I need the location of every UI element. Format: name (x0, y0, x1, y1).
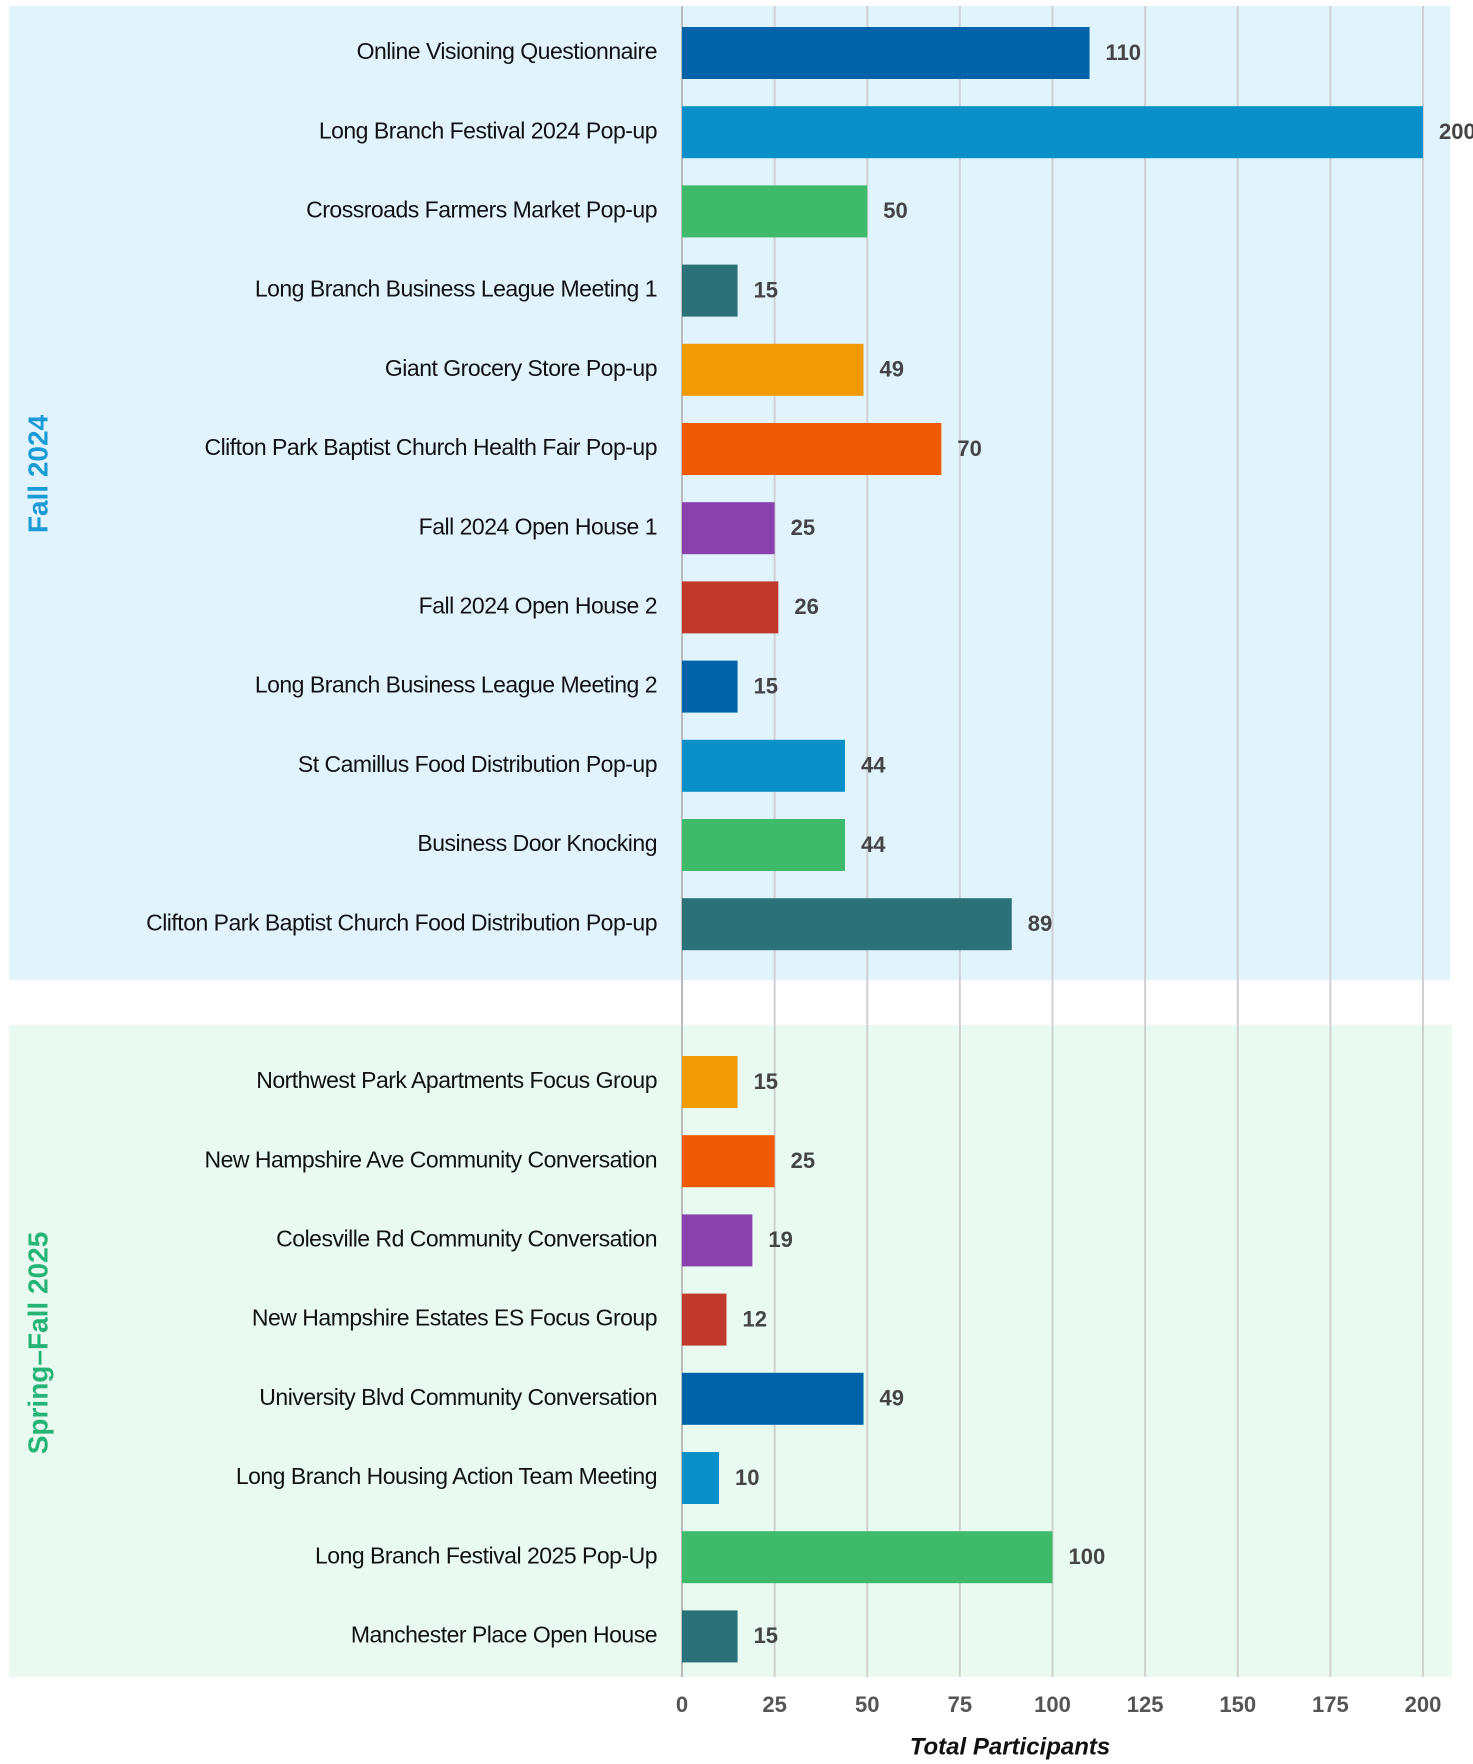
category-label: Fall 2024 Open House 2 (419, 592, 657, 618)
value-label: 15 (754, 1623, 778, 1648)
value-label: 49 (880, 1386, 904, 1411)
bar (682, 819, 846, 871)
category-label: New Hampshire Estates ES Focus Group (252, 1305, 657, 1331)
bar (682, 27, 1090, 79)
bar (682, 660, 738, 713)
x-tick-label: 0 (676, 1692, 688, 1717)
bar (682, 1214, 753, 1267)
value-label: 12 (742, 1306, 766, 1331)
value-label: 200 (1439, 119, 1473, 144)
x-axis-title: Total Participants (910, 1733, 1110, 1760)
category-label: Long Branch Housing Action Team Meeting (236, 1463, 657, 1489)
bar (682, 185, 868, 238)
value-label: 110 (1106, 40, 1142, 65)
grid (681, 6, 1424, 1677)
x-tick-label: 75 (948, 1692, 972, 1717)
bar (682, 1452, 720, 1504)
category-label: Long Branch Business League Meeting 2 (255, 672, 657, 698)
category-label: Clifton Park Baptist Church Health Fair … (204, 434, 657, 460)
category-label: Fall 2024 Open House 1 (419, 513, 657, 539)
category-label: Colesville Rd Community Conversation (276, 1225, 657, 1251)
category-label: University Blvd Community Conversation (259, 1384, 657, 1410)
group-label: Fall 2024 (22, 414, 53, 533)
value-label: 19 (768, 1227, 792, 1252)
bar (682, 502, 775, 555)
value-label: 44 (861, 832, 886, 857)
category-label: Long Branch Festival 2025 Pop-Up (315, 1542, 657, 1568)
x-tick-label: 125 (1127, 1692, 1164, 1717)
bar (682, 581, 779, 634)
x-tick-label: 150 (1219, 1692, 1256, 1717)
category-label: Crossroads Farmers Market Pop-up (306, 196, 657, 222)
value-label: 89 (1028, 911, 1052, 936)
value-label: 25 (791, 1148, 815, 1173)
category-label: Online Visioning Questionnaire (357, 38, 657, 64)
category-label: Clifton Park Baptist Church Food Distrib… (146, 909, 657, 935)
category-label: Long Branch Festival 2024 Pop-up (319, 117, 657, 143)
bar (682, 1056, 738, 1108)
value-label: 70 (957, 436, 981, 461)
value-label: 25 (791, 515, 815, 540)
group-label: Spring–Fall 2025 (22, 1232, 53, 1455)
value-label: 44 (861, 753, 886, 778)
bar (682, 106, 1423, 159)
bar (682, 1372, 864, 1425)
x-tick-label: 25 (762, 1692, 786, 1717)
value-label: 50 (883, 198, 907, 223)
fall-band (9, 6, 1450, 980)
bar (682, 343, 864, 396)
value-label: 15 (754, 1069, 778, 1094)
bar (682, 423, 942, 475)
bar (682, 1135, 775, 1188)
bar (682, 739, 846, 792)
x-tick-label: 100 (1034, 1692, 1071, 1717)
bar (682, 1531, 1053, 1584)
value-label: 15 (754, 277, 778, 302)
category-label: St Camillus Food Distribution Pop-up (298, 751, 657, 777)
category-label: Business Door Knocking (417, 830, 657, 856)
category-label: Giant Grocery Store Pop-up (385, 355, 657, 381)
category-label: Manchester Place Open House (351, 1621, 657, 1647)
bar (682, 898, 1012, 951)
bar (682, 264, 738, 317)
x-tick-label: 50 (855, 1692, 879, 1717)
value-label: 49 (880, 357, 904, 382)
bar (682, 1293, 727, 1346)
x-tick-label: 175 (1312, 1692, 1349, 1717)
value-label: 100 (1069, 1544, 1106, 1569)
category-label: Long Branch Business League Meeting 1 (255, 276, 657, 302)
bar (682, 1610, 738, 1663)
x-tick-label: 200 (1405, 1692, 1442, 1717)
category-label: New Hampshire Ave Community Conversation (204, 1146, 657, 1172)
value-label: 10 (735, 1465, 759, 1490)
category-label: Northwest Park Apartments Focus Group (256, 1067, 657, 1093)
value-label: 26 (794, 594, 818, 619)
value-label: 15 (754, 673, 778, 698)
